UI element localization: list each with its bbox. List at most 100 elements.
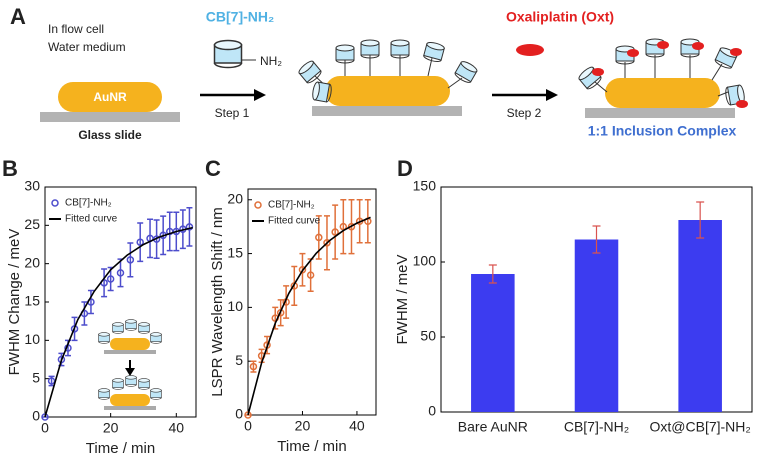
fit-line — [44, 226, 193, 418]
nanorod — [58, 82, 162, 112]
data-point — [126, 256, 135, 264]
slide — [585, 108, 735, 118]
y-axis-label: FWHM Change / meV — [6, 229, 23, 376]
legend-label: Fitted curve — [65, 214, 118, 225]
y-tick-label: 20 — [227, 190, 243, 206]
y-axis-label: LSPR Wavelength Shift / nm — [209, 207, 226, 397]
data-point — [116, 269, 125, 277]
bar — [574, 239, 619, 412]
data-point — [306, 271, 315, 279]
data-point — [47, 377, 56, 385]
error-bar — [340, 199, 347, 255]
panel-a: A In flow cell Water medium AuNR Glass s… — [10, 4, 748, 142]
data-point — [41, 413, 49, 421]
y-tick-label: 15 — [24, 293, 40, 309]
panel-label: C — [205, 156, 221, 181]
slide — [40, 112, 180, 122]
x-axis-label: Time / min — [277, 438, 346, 455]
error-bar — [186, 206, 193, 247]
fit-line — [247, 216, 371, 416]
panel-label: D — [397, 156, 413, 181]
y-tick-label: 15 — [227, 244, 243, 260]
y-tick-label: 25 — [24, 216, 40, 232]
arrow-head — [254, 89, 266, 101]
x-tick-label: 20 — [295, 418, 311, 434]
x-tick-label: Oxt@CB[7]-NH₂ — [650, 419, 751, 435]
error-bar — [592, 225, 601, 254]
y-tick-label: 150 — [413, 178, 437, 194]
plot-frame — [247, 188, 377, 416]
error-bar — [81, 301, 88, 326]
legend-label: CB[7]-NH₂ — [268, 200, 315, 211]
data-point — [136, 238, 144, 246]
y-tick-label: 5 — [32, 369, 40, 385]
cb7-icon — [213, 39, 243, 69]
data-point — [323, 239, 331, 247]
error-bar — [101, 268, 108, 298]
x-tick-label: 40 — [169, 420, 185, 436]
slide — [312, 106, 462, 116]
data-point — [249, 362, 258, 371]
x-tick-label: 40 — [349, 418, 365, 434]
data-point — [315, 233, 323, 242]
error-bar — [332, 204, 339, 260]
panel-label: B — [2, 156, 18, 181]
error-bar — [147, 218, 154, 259]
y-tick-label: 100 — [413, 253, 437, 269]
data-point — [331, 228, 339, 236]
rod-label: AuNR — [93, 90, 127, 104]
data-point — [106, 275, 115, 283]
y-tick-label: 0 — [428, 403, 436, 419]
y-tick-label: 10 — [24, 331, 40, 347]
error-bar — [283, 285, 290, 319]
panel-label: A — [10, 4, 26, 29]
drug-icon — [516, 44, 544, 56]
y-tick-label: 5 — [235, 352, 243, 368]
error-bar — [291, 265, 298, 306]
x-tick-label: Bare AuNR — [458, 419, 528, 435]
y-tick-label: 0 — [235, 406, 243, 422]
data-point — [298, 265, 307, 274]
legend-swatch — [254, 201, 262, 209]
y-tick-label: 30 — [24, 178, 40, 194]
data-point — [347, 222, 356, 231]
y-axis-label: FWHM / meV — [394, 255, 411, 345]
arrow-head — [546, 89, 558, 101]
x-axis-label: Time / min — [86, 440, 155, 457]
legend-label: Fitted curve — [268, 216, 321, 227]
legend-label: CB[7]-NH₂ — [65, 198, 112, 209]
error-bar — [364, 199, 371, 244]
y-tick-label: 50 — [420, 328, 436, 344]
nanorod — [325, 76, 450, 106]
x-tick-label: 0 — [41, 420, 49, 436]
step-label: Step 1 — [215, 106, 250, 120]
bar — [471, 274, 515, 412]
error-bar — [488, 264, 497, 284]
drug-label: Oxaliplatin (Oxt) — [506, 9, 614, 25]
error-bar — [696, 201, 705, 239]
bar — [678, 220, 722, 412]
step-label: Step 2 — [507, 106, 542, 120]
x-tick-label: CB[7]-NH₂ — [564, 419, 629, 435]
nanorod — [605, 78, 720, 108]
error-bar — [166, 211, 173, 252]
note: In flow cell — [48, 22, 104, 36]
error-bar — [87, 289, 94, 315]
legend-swatch — [51, 199, 59, 207]
note: Water medium — [48, 40, 126, 54]
complex-label: 1:1 Inclusion Complex — [588, 123, 737, 139]
slide-label: Glass slide — [78, 128, 142, 142]
inset — [98, 319, 162, 410]
error-bar — [137, 222, 144, 263]
y-tick-label: 20 — [24, 254, 40, 270]
x-tick-label: 20 — [103, 420, 119, 436]
reagent-label: CB[7]-NH₂ — [206, 9, 274, 25]
error-bar — [127, 242, 134, 278]
group-label: NH₂ — [260, 54, 282, 68]
data-point — [185, 223, 194, 231]
error-bar — [250, 360, 257, 373]
y-tick-label: 10 — [227, 298, 243, 314]
x-tick-label: 0 — [244, 418, 252, 434]
y-tick-label: 0 — [32, 408, 40, 424]
